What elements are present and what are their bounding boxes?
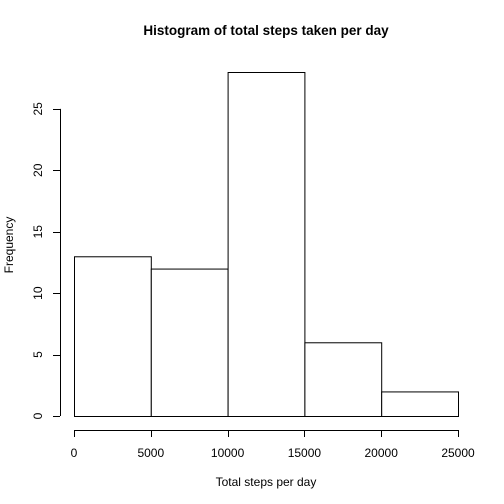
y-tick-label-3: 15 xyxy=(31,225,45,239)
x-axis: 0 5000 10000 15000 20000 25000 xyxy=(71,430,475,460)
histogram-bar-2 xyxy=(227,72,306,417)
histogram-bar-3 xyxy=(304,342,383,417)
x-tick-label-5: 25000 xyxy=(441,446,475,460)
y-tick-label-1: 5 xyxy=(31,351,45,358)
x-tick-label-2: 10000 xyxy=(211,446,245,460)
histogram-bar-4 xyxy=(381,391,460,417)
x-tick-label-4: 20000 xyxy=(365,446,399,460)
y-axis: 0 5 10 15 20 25 xyxy=(31,102,61,419)
bars-group xyxy=(74,72,460,418)
y-tick-label-2: 10 xyxy=(31,286,45,300)
x-axis-label: Total steps per day xyxy=(216,475,317,489)
y-tick-label-5: 25 xyxy=(31,102,45,116)
chart-title: Histogram of total steps taken per day xyxy=(143,23,389,38)
y-axis-label: Frequency xyxy=(2,217,16,274)
x-tick-label-1: 5000 xyxy=(137,446,164,460)
histogram-bar-1 xyxy=(150,268,229,418)
x-tick-label-0: 0 xyxy=(71,446,78,460)
histogram-bar-0 xyxy=(74,256,152,417)
y-tick-label-0: 0 xyxy=(31,412,45,419)
y-tick-label-4: 20 xyxy=(31,163,45,177)
x-tick-label-3: 15000 xyxy=(288,446,322,460)
